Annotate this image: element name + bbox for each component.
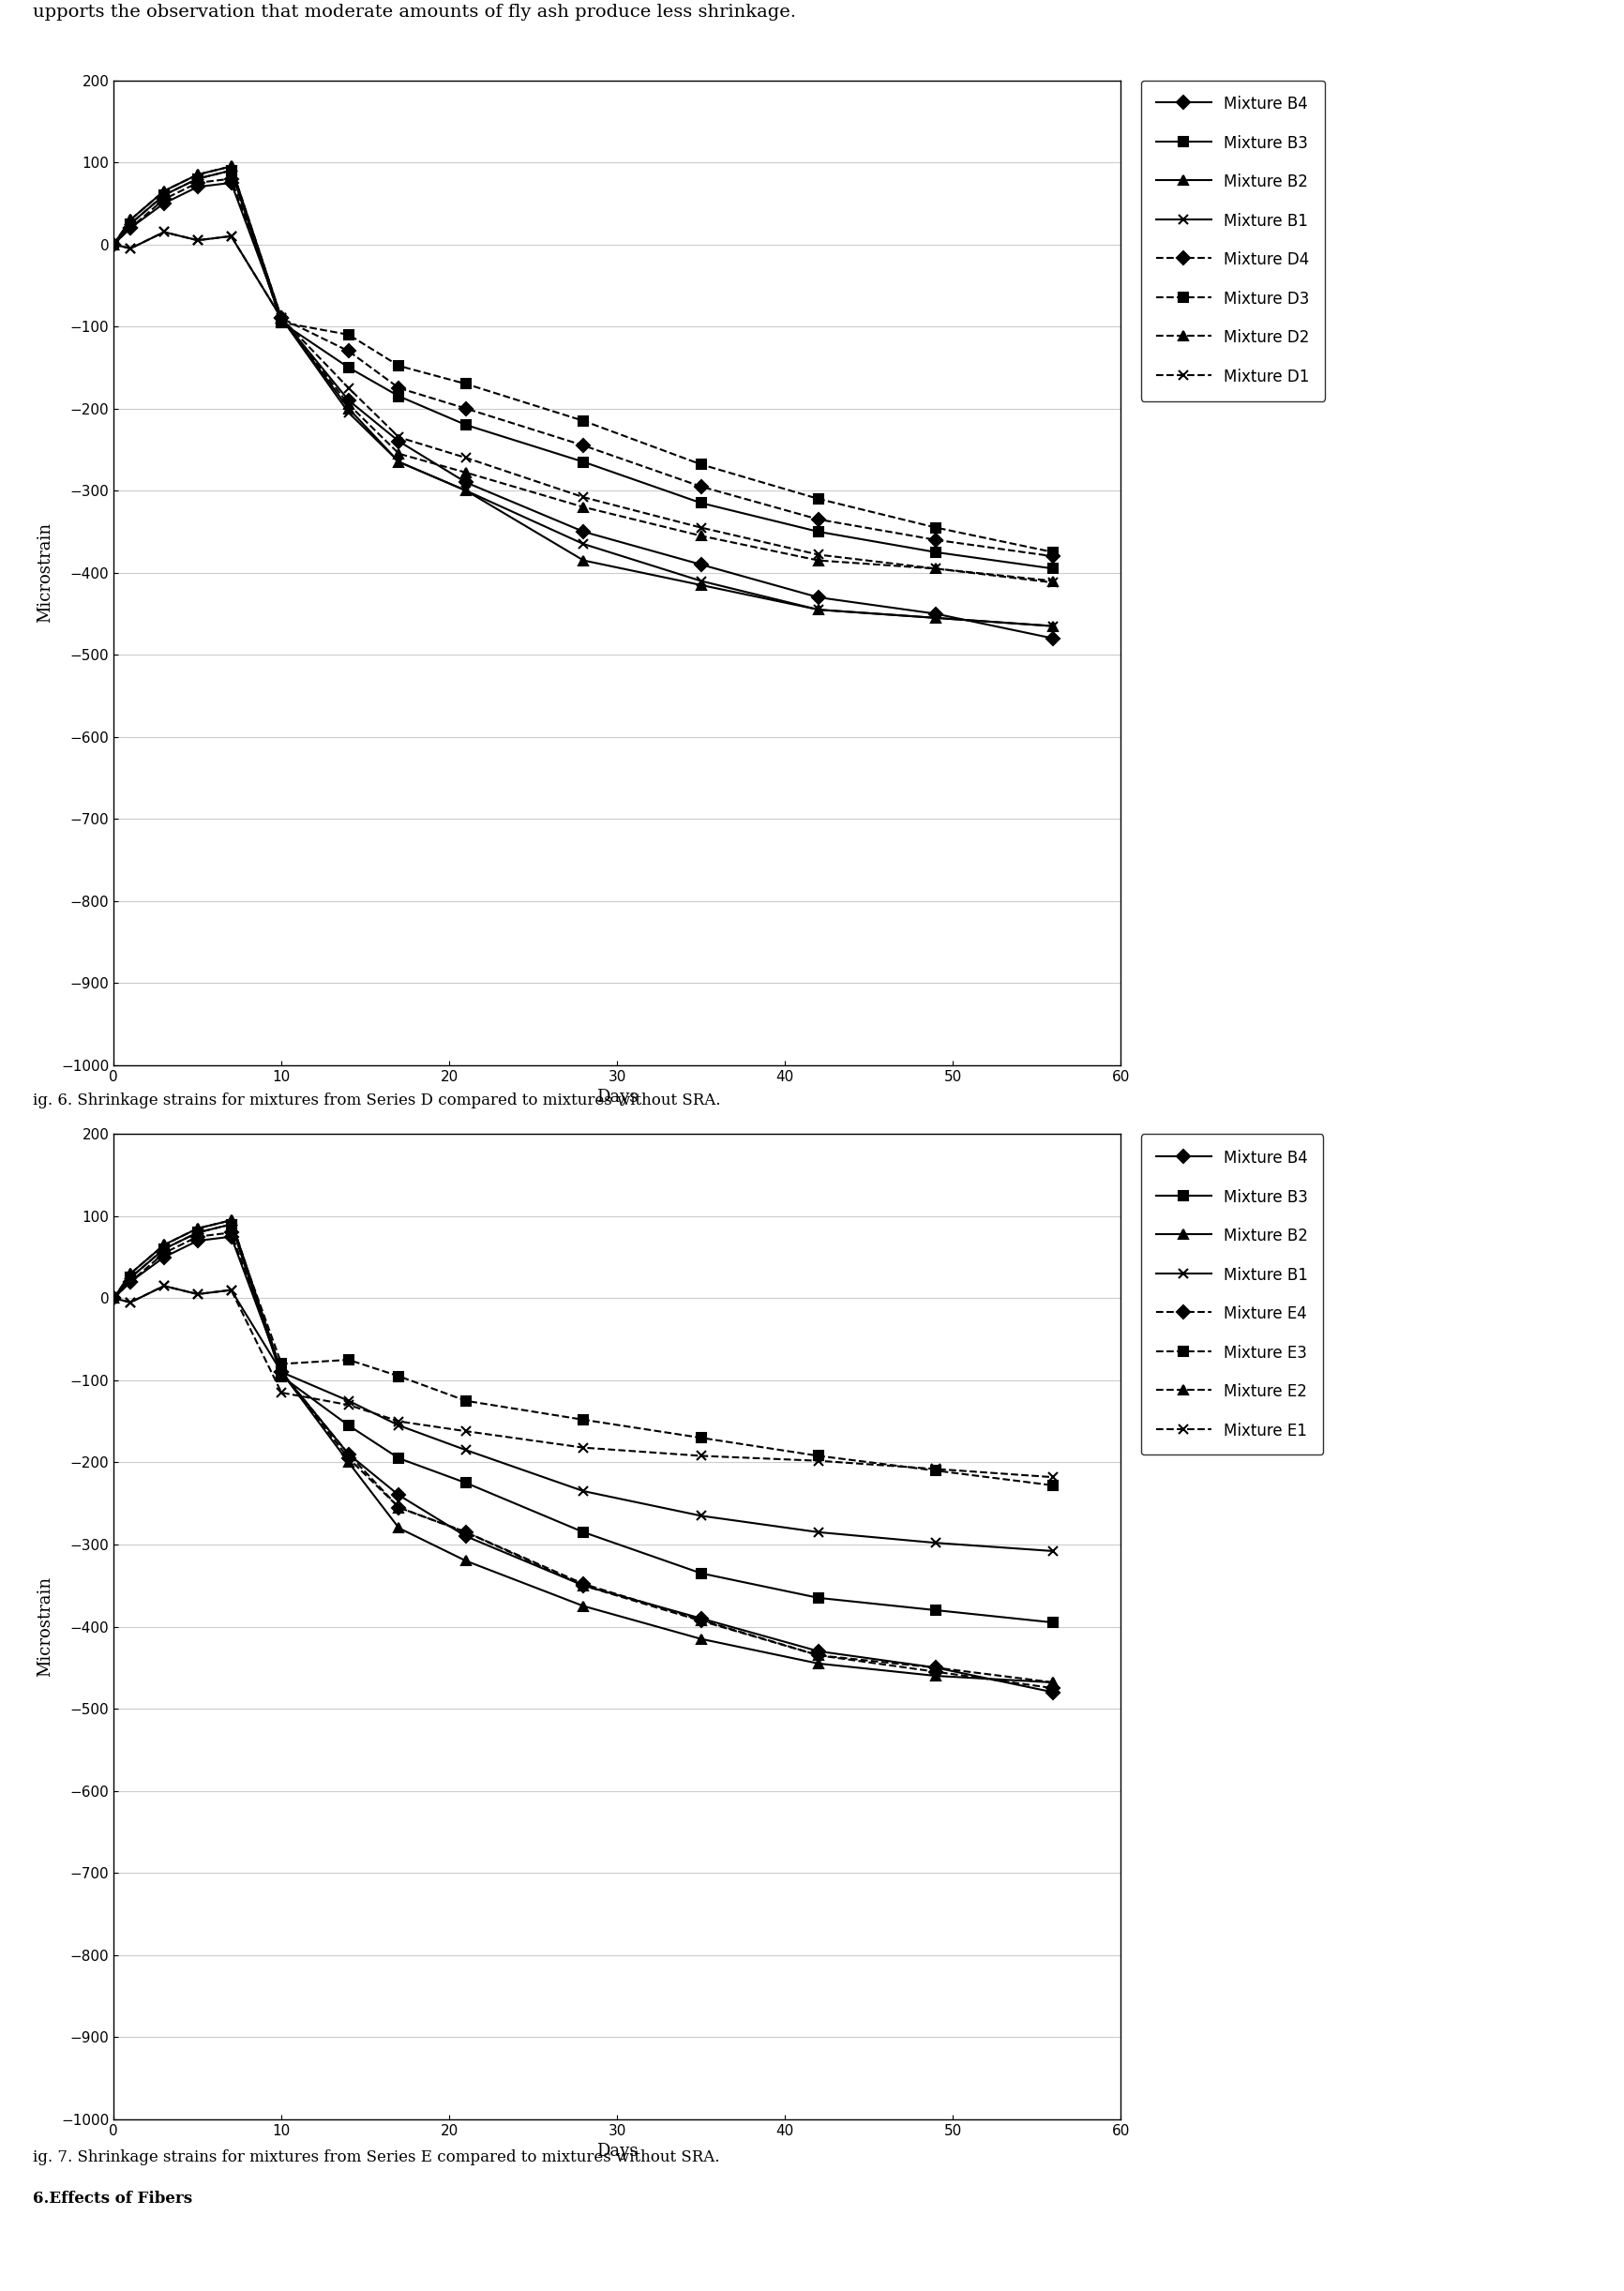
- Text: ig. 7. Shrinkage strains for mixtures from Series E compared to mixtures without: ig. 7. Shrinkage strains for mixtures fr…: [32, 2149, 719, 2165]
- X-axis label: Days: Days: [596, 1088, 638, 1107]
- X-axis label: Days: Days: [596, 2142, 638, 2160]
- Text: ig. 6. Shrinkage strains for mixtures from Series D compared to mixtures without: ig. 6. Shrinkage strains for mixtures fr…: [32, 1093, 719, 1109]
- Y-axis label: Microstrain: Microstrain: [36, 522, 54, 623]
- Y-axis label: Microstrain: Microstrain: [36, 1576, 54, 1677]
- Text: 6.Effects of Fibers: 6.Effects of Fibers: [32, 2190, 192, 2206]
- Legend: Mixture B4, Mixture B3, Mixture B2, Mixture B1, Mixture D4, Mixture D3, Mixture : Mixture B4, Mixture B3, Mixture B2, Mixt…: [1140, 80, 1325, 401]
- Legend: Mixture B4, Mixture B3, Mixture B2, Mixture B1, Mixture E4, Mixture E3, Mixture : Mixture B4, Mixture B3, Mixture B2, Mixt…: [1140, 1134, 1324, 1455]
- Text: upports the observation that moderate amounts of fly ash produce less shrinkage.: upports the observation that moderate am…: [32, 2, 796, 21]
